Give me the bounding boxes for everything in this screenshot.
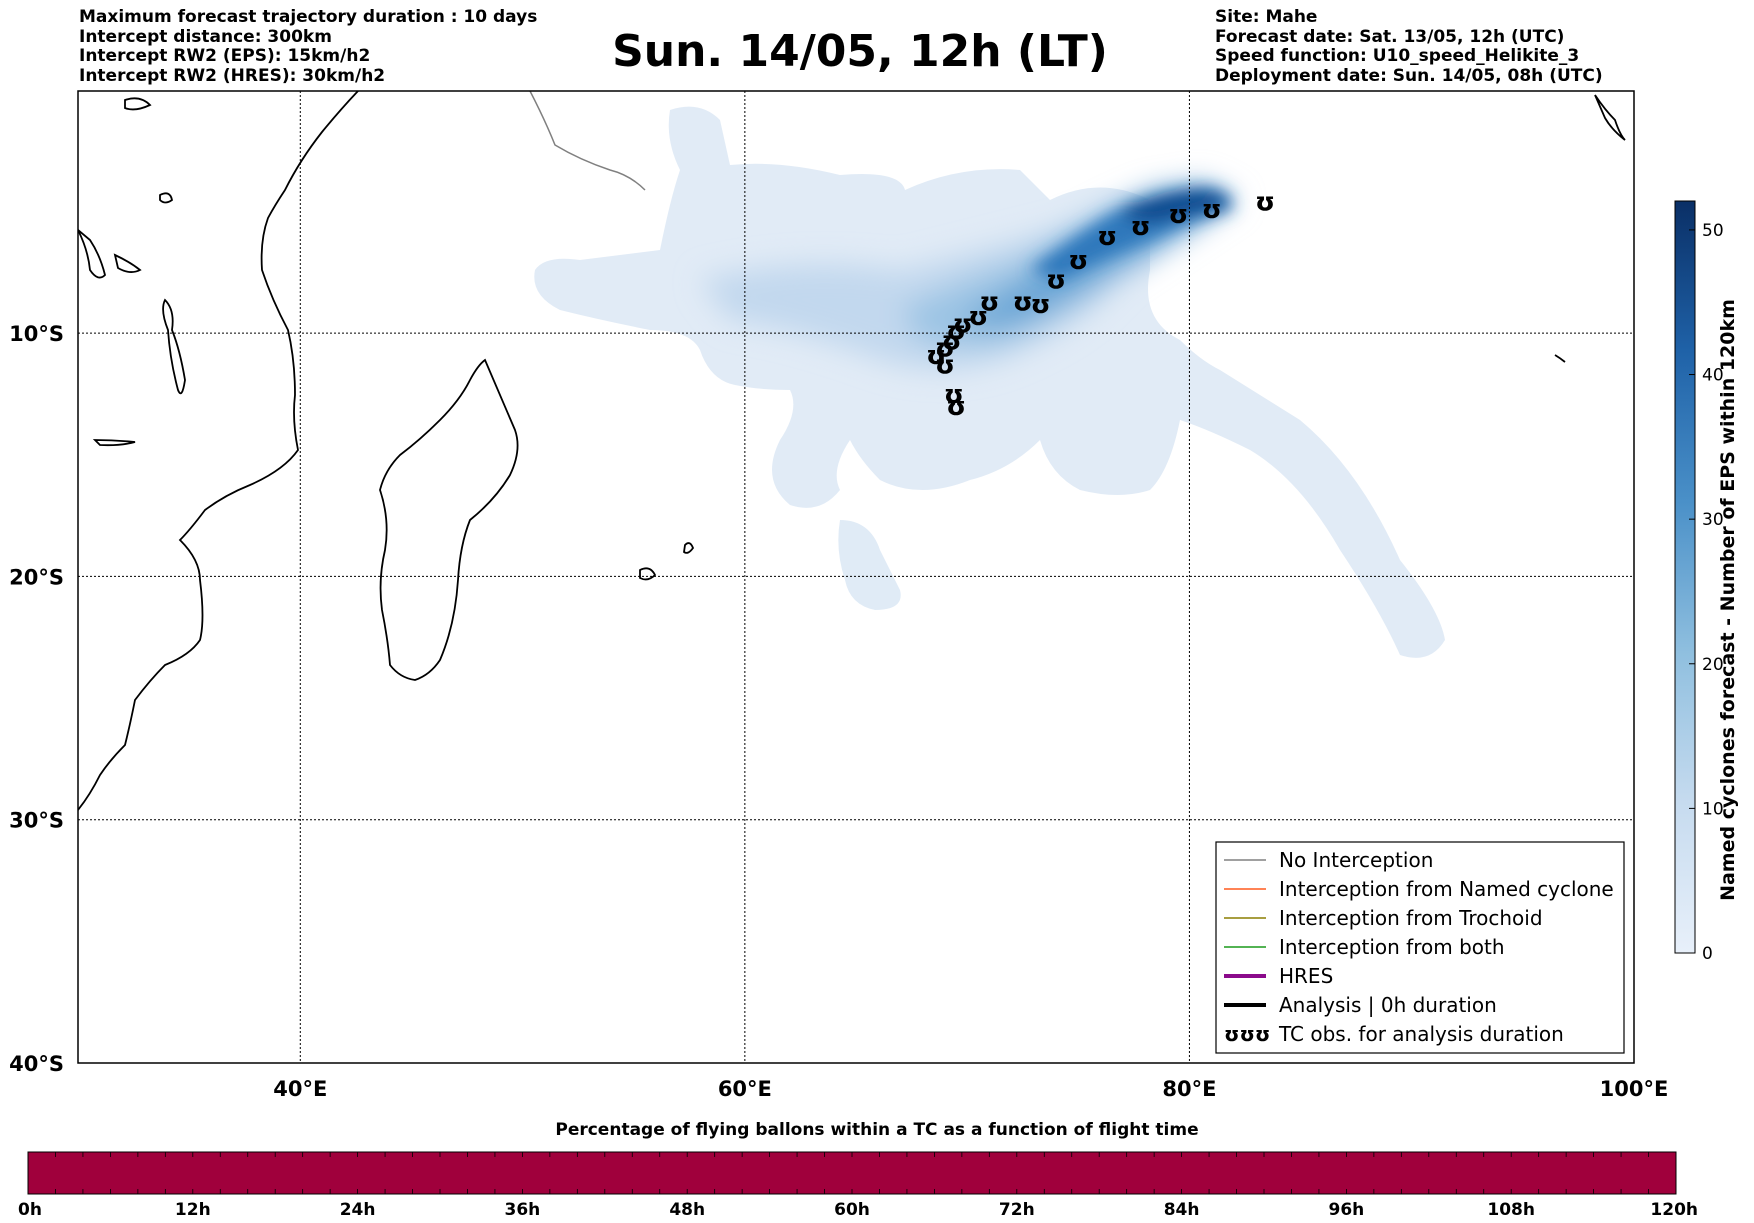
colorbar-tick-label: 50 xyxy=(1702,221,1724,241)
latitude-label: 30°S xyxy=(9,809,64,833)
flight-time-title: Percentage of flying ballons within a TC… xyxy=(555,1120,1199,1140)
colorbar-gradient xyxy=(1674,200,1696,954)
latitude-label: 40°S xyxy=(9,1052,64,1076)
site-line: Forecast date: Sat. 13/05, 12h (UTC) xyxy=(1215,26,1565,47)
time-tick-label: 60h xyxy=(834,1200,870,1220)
eps-density-field xyxy=(534,106,1445,658)
colorbar-tick-label: 10 xyxy=(1702,799,1724,819)
legend: No Interception Interception from Named c… xyxy=(1215,841,1625,1054)
time-tick-label: 48h xyxy=(669,1200,705,1220)
tc-observation-marker: ʊ xyxy=(1097,222,1117,252)
legend-label: Interception from Named cyclone xyxy=(1279,877,1614,901)
flight-time-bar: 0h 12h 24h 36h 48h 60h 72h 84h 96h 108h 120h xyxy=(18,1151,1698,1220)
legend-label: No Interception xyxy=(1279,848,1433,872)
tc-obs-legend-icon: ʊʊʊ xyxy=(1224,1022,1270,1046)
param-line: Intercept RW2 (EPS): 15km/h2 xyxy=(79,46,371,66)
colorbar-label: Named cyclones forecast - Number of EPS … xyxy=(1717,299,1739,901)
time-tick-label: 96h xyxy=(1329,1200,1365,1220)
tc-observation-marker: ʊ xyxy=(1013,287,1033,317)
site-line: Site: Mahe xyxy=(1215,7,1318,27)
legend-label: HRES xyxy=(1279,964,1333,988)
colorbar-tick-label: 30 xyxy=(1702,510,1724,530)
legend-box xyxy=(1215,841,1625,1054)
tc-observation-marker: ʊ xyxy=(935,351,955,381)
time-tick-label: 108h xyxy=(1487,1200,1535,1220)
param-line: Maximum forecast trajectory duration : 1… xyxy=(79,7,538,27)
time-tick-label: 0h xyxy=(18,1200,42,1220)
site-line: Deployment date: Sun. 14/05, 08h (UTC) xyxy=(1215,65,1603,86)
legend-label: Interception from both xyxy=(1279,935,1505,959)
longitude-label: 40°E xyxy=(273,1077,327,1101)
tc-observation-marker: ʊ xyxy=(1202,195,1222,225)
colorbar-tick-label: 40 xyxy=(1702,366,1724,386)
tc-observation-marker: ʊ xyxy=(1068,246,1088,276)
colorbar-tick-label: 20 xyxy=(1702,655,1724,675)
latitude-label: 10°S xyxy=(9,322,64,346)
tc-observation-marker: ʊ xyxy=(1168,200,1188,230)
colorbar-tick-label: 0 xyxy=(1702,944,1713,964)
param-line: Intercept distance: 300km xyxy=(79,26,332,47)
tc-observation-marker: ʊ xyxy=(968,302,988,332)
time-tick-label: 24h xyxy=(340,1200,376,1220)
tc-observation-marker: ʊ xyxy=(1030,290,1050,320)
latitude-label: 20°S xyxy=(9,565,64,589)
site-info: Site: Mahe Forecast date: Sat. 13/05, 12… xyxy=(1215,7,1603,86)
longitude-label: 60°E xyxy=(718,1077,772,1101)
legend-label: Interception from Trochoid xyxy=(1279,906,1543,930)
coastlines xyxy=(78,91,1626,811)
forecast-parameters: Maximum forecast trajectory duration : 1… xyxy=(79,7,538,86)
legend-label: TC obs. for analysis duration xyxy=(1278,1022,1564,1046)
time-tick-label: 12h xyxy=(175,1200,211,1220)
tc-observation-marker: ʊ xyxy=(935,334,955,364)
tc-observation-marker: ʊ xyxy=(1130,212,1150,242)
param-line: Intercept RW2 (HRES): 30km/h2 xyxy=(79,65,386,86)
time-tick-label: 120h xyxy=(1650,1200,1698,1220)
tc-observation-marker: ʊ xyxy=(946,392,966,422)
colorbar: 0 10 20 30 40 50 xyxy=(1674,200,1724,964)
map-frame xyxy=(77,90,1635,1064)
tc-observation-marker: ʊ xyxy=(953,309,973,339)
flight-time-fill xyxy=(27,1151,1677,1195)
latitude-labels: 10°S 20°S 30°S 40°S xyxy=(9,322,64,1076)
no-interception-trajectory xyxy=(529,91,646,191)
tc-observation-marker: ʊ xyxy=(979,287,999,317)
site-line: Speed function: U10_speed_Helikite_3 xyxy=(1215,46,1580,66)
map-title: Sun. 14/05, 12h (LT) xyxy=(612,26,1108,77)
legend-label: Analysis | 0h duration xyxy=(1279,993,1497,1017)
tc-observation-marker: ʊ xyxy=(1046,266,1066,296)
longitude-labels: 40°E 60°E 80°E 100°E xyxy=(273,1077,1668,1101)
time-tick-label: 72h xyxy=(999,1200,1035,1220)
tc-observation-marker: ʊ xyxy=(926,341,946,371)
tc-observation-marker: ʊ xyxy=(942,326,962,356)
tc-observation-marker: ʊ xyxy=(944,380,964,410)
longitude-label: 100°E xyxy=(1600,1077,1669,1101)
graticule xyxy=(78,91,1634,1063)
tc-observation-marker: ʊ xyxy=(946,317,966,347)
tc-observation-marker: ʊ xyxy=(1255,188,1275,218)
time-tick-label: 84h xyxy=(1164,1200,1200,1220)
time-tick-label: 36h xyxy=(505,1200,541,1220)
longitude-label: 80°E xyxy=(1162,1077,1216,1101)
